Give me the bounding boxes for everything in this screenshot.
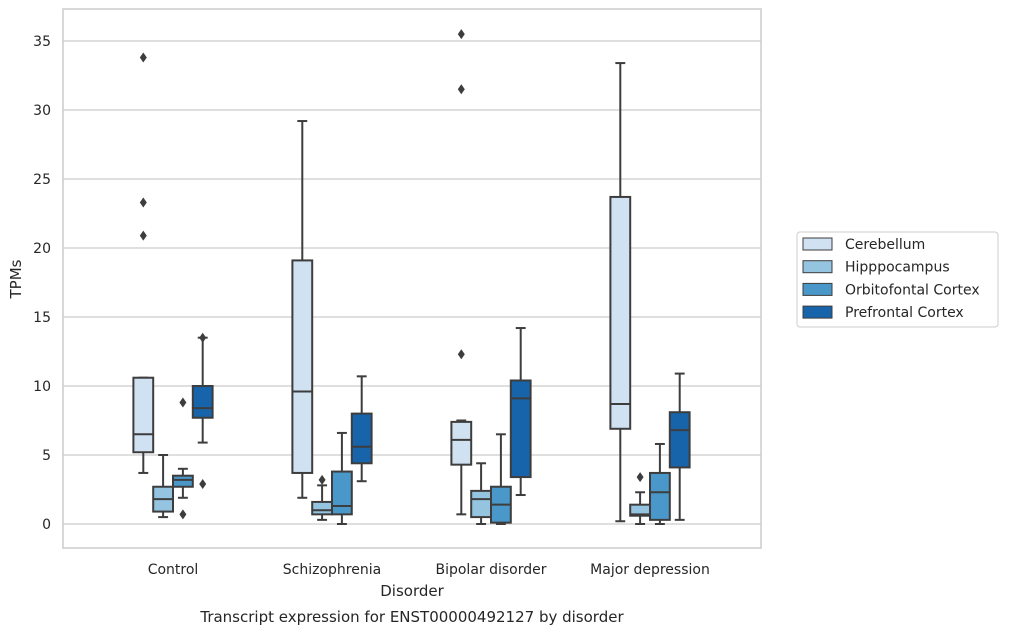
outlier-point: [179, 397, 187, 408]
legend-swatch: [802, 260, 833, 274]
box-0-2: [172, 397, 194, 520]
legend-label: Hipppocampus: [845, 260, 950, 276]
gridlines: [63, 40, 761, 525]
y-tick-label: 10: [33, 379, 51, 395]
y-tick-label: 20: [33, 241, 51, 257]
y-tick-label: 30: [33, 103, 51, 119]
box-series: [132, 29, 691, 525]
box-body: [191, 385, 214, 419]
box-body: [291, 259, 314, 474]
y-tick-label: 5: [42, 448, 51, 464]
plot-area-frame: [62, 8, 762, 549]
box-1-2: [331, 431, 353, 525]
legend-label: Cerebellum: [845, 237, 925, 253]
outlier-point: [199, 332, 207, 343]
y-tick-label: 0: [42, 517, 51, 533]
legend-swatch: [802, 305, 833, 319]
box-body: [509, 379, 532, 479]
box-body: [350, 412, 373, 465]
box-body: [311, 500, 334, 516]
box-body: [132, 376, 155, 454]
box-body: [450, 420, 473, 466]
box-2-1: [470, 462, 493, 525]
x-axis-label: Disorder: [380, 582, 444, 600]
box-2-2: [490, 433, 512, 525]
box-1-3: [350, 375, 373, 483]
y-tick-label: 25: [33, 172, 51, 188]
outlier-point: [636, 472, 644, 483]
legend-frame: [796, 231, 999, 328]
y-tick-label: 35: [33, 34, 51, 50]
outlier-point: [457, 29, 465, 40]
box-body: [649, 471, 671, 521]
box-body: [331, 470, 353, 516]
box-3-0: [609, 62, 632, 523]
x-tick-label: Major depression: [590, 562, 710, 578]
box-body: [668, 411, 691, 469]
legend-swatch: [802, 237, 833, 251]
outlier-point: [179, 509, 187, 520]
x-tick-label: Schizophrenia: [283, 562, 381, 578]
box-3-2: [649, 442, 671, 525]
outlier-point: [457, 84, 465, 95]
box-0-0: [132, 52, 155, 474]
legend-swatch: [802, 282, 833, 296]
box-3-1: [629, 472, 652, 525]
box-body: [470, 489, 493, 519]
legend: Cerebellum Hipppocampus Orbitofontal Corte…: [796, 231, 999, 328]
outlier-point: [199, 478, 207, 489]
x-tick-label: Control: [148, 562, 199, 578]
y-tick-label: 15: [33, 310, 51, 326]
box-0-1: [152, 454, 174, 519]
box-0-3: [191, 332, 214, 489]
x-axis-ticks: Control Schizophrenia Bipolar disorder Majo…: [148, 562, 710, 578]
outlier-point: [457, 349, 465, 360]
box-body: [609, 195, 632, 430]
box-1-1: [311, 474, 334, 521]
legend-label: Prefrontal Cortex: [845, 305, 964, 321]
outlier-point: [139, 230, 147, 241]
box-3-3: [668, 372, 691, 521]
box-2-3: [509, 327, 532, 497]
y-axis-label: TPMs: [7, 259, 25, 299]
outlier-point: [139, 52, 147, 63]
y-axis-ticks: 0 5 10 15 20 25 30 35: [33, 34, 51, 533]
box-body: [172, 474, 194, 488]
box-1-0: [291, 120, 314, 499]
outlier-point: [318, 474, 326, 485]
legend-label: Orbitofontal Cortex: [845, 282, 980, 298]
chart-title: Transcript expression for ENST0000049212…: [199, 608, 624, 626]
outlier-point: [139, 197, 147, 208]
box-2-0: [450, 29, 473, 516]
x-tick-label: Bipolar disorder: [435, 562, 546, 578]
